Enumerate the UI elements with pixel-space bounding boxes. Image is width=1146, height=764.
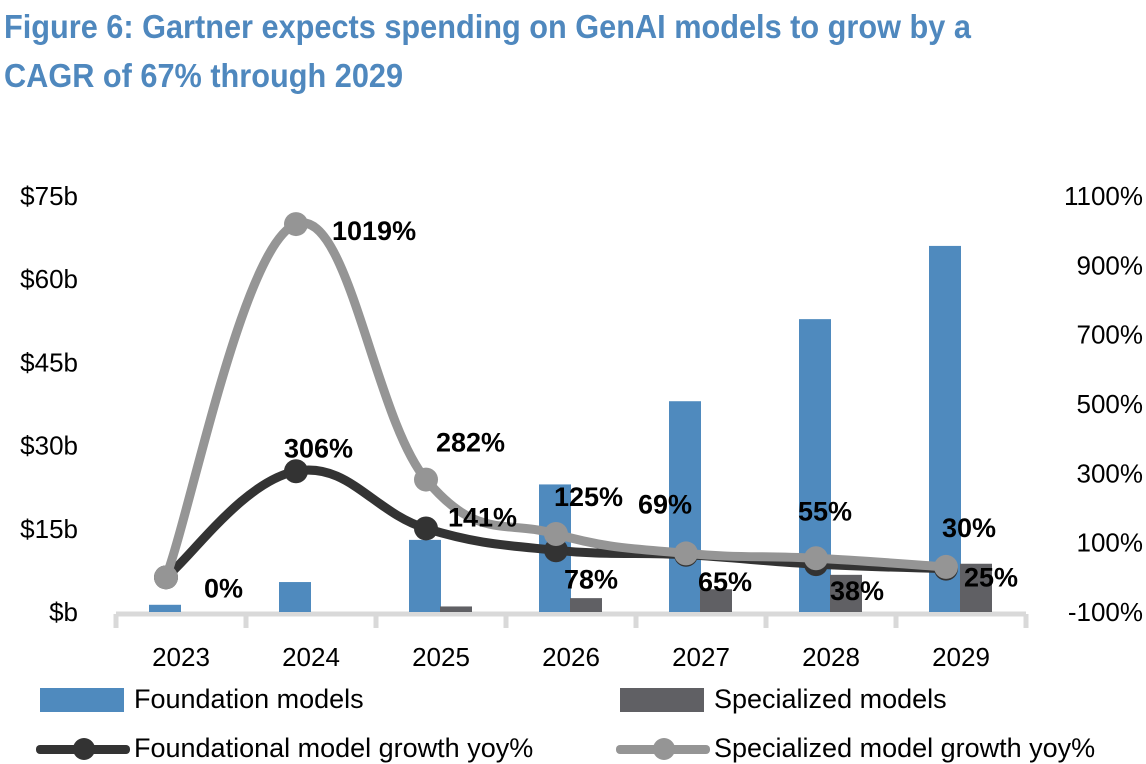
legend-line-marker-icon <box>36 737 130 761</box>
data-label: 1019% <box>332 216 416 246</box>
y-left-tick-label: $b <box>49 597 78 627</box>
chart-title: Figure 6: Gartner expects spending on Ge… <box>4 8 971 94</box>
y-left-tick-label: $75b <box>20 181 78 211</box>
data-label: 69% <box>638 489 692 519</box>
line-path <box>161 218 951 582</box>
y-right-tick-label: 100% <box>1077 528 1144 558</box>
legend-line-marker-icon <box>616 737 710 761</box>
data-label: 65% <box>698 567 752 597</box>
bar-specialized-2025 <box>440 606 472 612</box>
y-left-tick-label: $30b <box>20 431 78 461</box>
legend-label: Foundation models <box>134 684 364 714</box>
line-marker-2023 <box>154 565 178 590</box>
legend-swatch-specialized <box>620 687 704 712</box>
line-marker-2024 <box>284 459 308 484</box>
line-marker-2025 <box>414 467 438 492</box>
x-tick-label: 2029 <box>932 642 990 672</box>
data-label: 55% <box>798 496 852 526</box>
line-marker-2026 <box>544 522 568 546</box>
x-tick-label: 2028 <box>802 642 860 672</box>
line-marker-2027 <box>674 541 698 566</box>
data-label: 30% <box>942 513 996 543</box>
y-left-tick-label: $60b <box>20 264 78 294</box>
legend-item-foundation-models: Foundation models <box>40 684 364 715</box>
data-labels: 306% 141% 78% 65% 38% 25% 0% 1019% 282% 125% 69% 55… <box>204 216 1018 606</box>
line-marker-2024 <box>284 212 308 237</box>
data-label: 282% <box>436 428 505 458</box>
bar-specialized-2027 <box>700 589 732 612</box>
legend-label: Specialized model growth yoy% <box>714 733 1096 763</box>
legend-item-specialized-growth: Specialized model growth yoy% <box>616 733 1095 764</box>
legend-label: Specialized models <box>714 684 947 714</box>
bar-foundation-2024 <box>279 582 311 612</box>
legend-item-specialized-models: Specialized models <box>620 684 947 715</box>
data-label: 25% <box>964 563 1018 593</box>
line-marker-2028 <box>804 546 828 571</box>
data-label: 38% <box>830 576 884 606</box>
y-left-tick-label: $15b <box>20 514 78 544</box>
bar-specialized-2026 <box>570 598 602 612</box>
series-specialized-growth <box>154 212 958 590</box>
line-marker-2029 <box>934 554 958 579</box>
x-tick-label: 2026 <box>542 642 600 672</box>
x-tick-label: 2027 <box>672 642 730 672</box>
y-right-tick-label: -100% <box>1068 597 1143 627</box>
data-label: 306% <box>284 433 353 463</box>
bar-foundation-2025 <box>409 539 441 612</box>
data-label: 78% <box>564 564 618 594</box>
line-marker-2025 <box>414 516 438 541</box>
y-right-tick-label: 300% <box>1077 458 1144 488</box>
data-label: 0% <box>204 573 243 603</box>
legend-swatch-foundation <box>40 687 124 712</box>
data-label: 141% <box>448 502 517 532</box>
bar-specialized-2028 <box>830 574 862 612</box>
bar-foundation-2023 <box>149 604 181 612</box>
y-right-tick-label: 700% <box>1077 320 1144 350</box>
y-right-tick-label: 1100% <box>1064 181 1143 211</box>
bar-specialized-2029 <box>960 563 992 612</box>
x-tick-label: 2024 <box>282 642 340 672</box>
lines <box>154 212 958 590</box>
y-right-tick-label: 900% <box>1077 250 1144 280</box>
bar-foundation-2029 <box>929 245 961 613</box>
y-left-tick-label: $45b <box>20 347 78 377</box>
legend-label: Foundational model growth yoy% <box>134 733 534 763</box>
axes: 2023 2024 2025 2026 2027 2028 2029 $b $15b $30b $4… <box>20 181 1143 672</box>
legend-item-foundational-growth: Foundational model growth yoy% <box>36 733 533 764</box>
data-label: 125% <box>554 482 623 512</box>
x-tick-label: 2023 <box>152 642 210 672</box>
bar-foundation-2027 <box>669 401 701 612</box>
y-right-tick-label: 500% <box>1077 389 1144 419</box>
x-tick-label: 2025 <box>412 642 470 672</box>
